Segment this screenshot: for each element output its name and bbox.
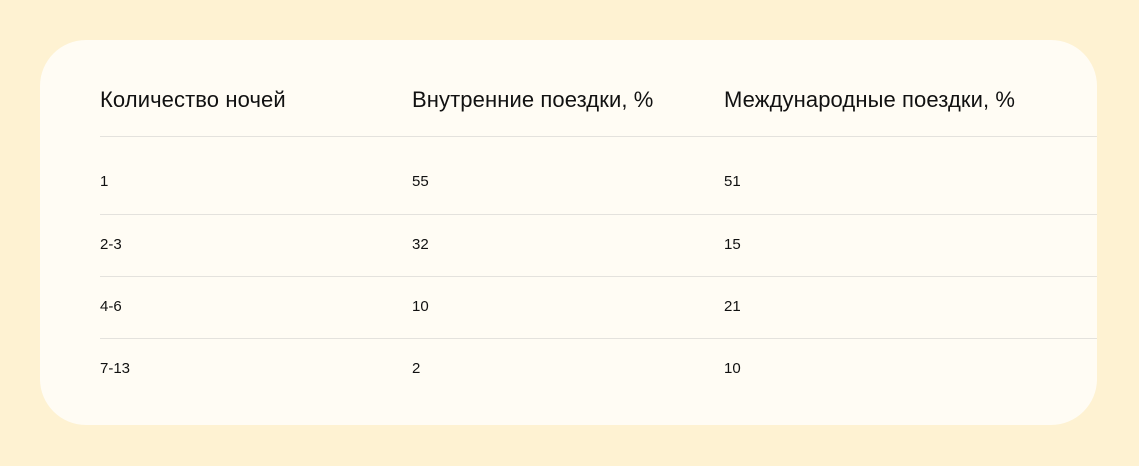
cell-international: 51: [724, 173, 741, 190]
cell-domestic: 55: [412, 173, 429, 190]
cell-nights: 2-3: [100, 236, 122, 253]
table-header-row: Количество ночей Внутренние поездки, % М…: [100, 40, 1097, 137]
header-international: Международные поездки, %: [724, 87, 1016, 112]
cell-domestic: 32: [412, 236, 429, 253]
table-row: 7-13 2 10: [100, 339, 1097, 400]
table-row: 2-3 32 15: [100, 215, 1097, 277]
cell-international: 15: [724, 236, 741, 253]
nights-table: Количество ночей Внутренние поездки, % М…: [100, 40, 1097, 400]
cell-nights: 7-13: [100, 360, 131, 377]
table-card: Количество ночей Внутренние поездки, % М…: [40, 40, 1097, 425]
cell-international: 21: [724, 298, 741, 315]
cell-domestic: 2: [412, 360, 421, 377]
cell-domestic: 10: [412, 298, 429, 315]
cell-international: 10: [724, 360, 741, 377]
cell-nights: 4-6: [100, 298, 122, 315]
table-row: 1 55 51: [100, 137, 1097, 215]
header-domestic: Внутренние поездки, %: [412, 87, 654, 112]
cell-nights: 1: [100, 173, 109, 190]
table-row: 4-6 10 21: [100, 277, 1097, 339]
header-nights: Количество ночей: [100, 87, 286, 112]
